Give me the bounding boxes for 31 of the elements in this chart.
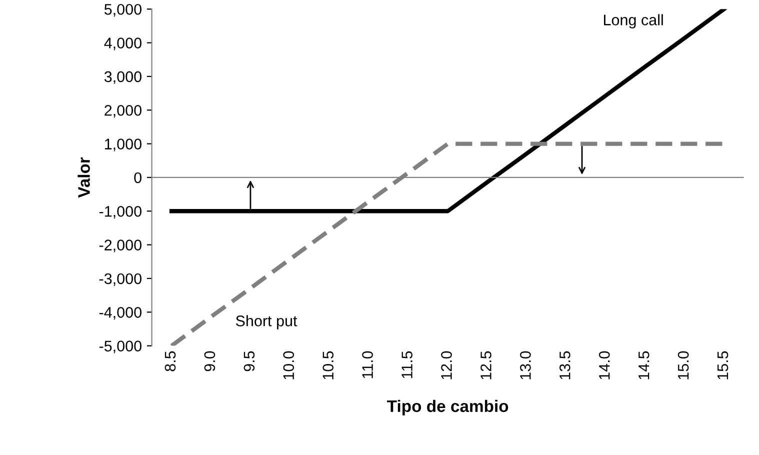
x-tick-label: 15.5 [718,351,728,380]
y-tick-label: 3,000 [104,71,142,84]
y-tick-label: -4,000 [99,307,142,320]
y-tick-label: 0 [134,172,142,184]
series-label: Short put [236,315,298,330]
y-tick-label: -3,000 [99,273,142,286]
x-tick-label: 10.5 [322,351,334,380]
x-axis-title: Tipo de cambio [387,400,508,416]
x-tick-label: 15.0 [678,351,689,380]
line-series [169,9,726,214]
x-tick-label: 13.5 [559,351,570,380]
x-tick-label: 11.5 [402,351,412,378]
x-tick-label: 14.0 [598,351,610,380]
x-tick-label: 10.0 [283,351,294,380]
y-tick-label: 4,000 [104,38,142,50]
y-tick-label: 5,000 [104,4,142,17]
y-axis-title: Valor [78,157,90,198]
y-tick-label: 2,000 [104,104,142,118]
y-tick-label: 1,000 [105,138,142,152]
x-tick-label: 11.0 [362,351,373,378]
x-tick-label: 9.5 [244,351,255,372]
y-tick-label: -2,000 [99,240,142,252]
x-tick-label: 13.0 [520,351,531,380]
x-tick-label: 8.5 [164,351,176,372]
y-tick-label: -1,000 [99,206,142,219]
x-tick-label: 12.0 [441,351,452,380]
y-tick-label: -5,000 [99,340,142,354]
series-label: Long call [604,14,663,28]
x-tick-label: 14.5 [638,351,650,380]
x-tick-label: 9.0 [204,351,216,372]
x-tick-label: 12.5 [480,351,492,380]
